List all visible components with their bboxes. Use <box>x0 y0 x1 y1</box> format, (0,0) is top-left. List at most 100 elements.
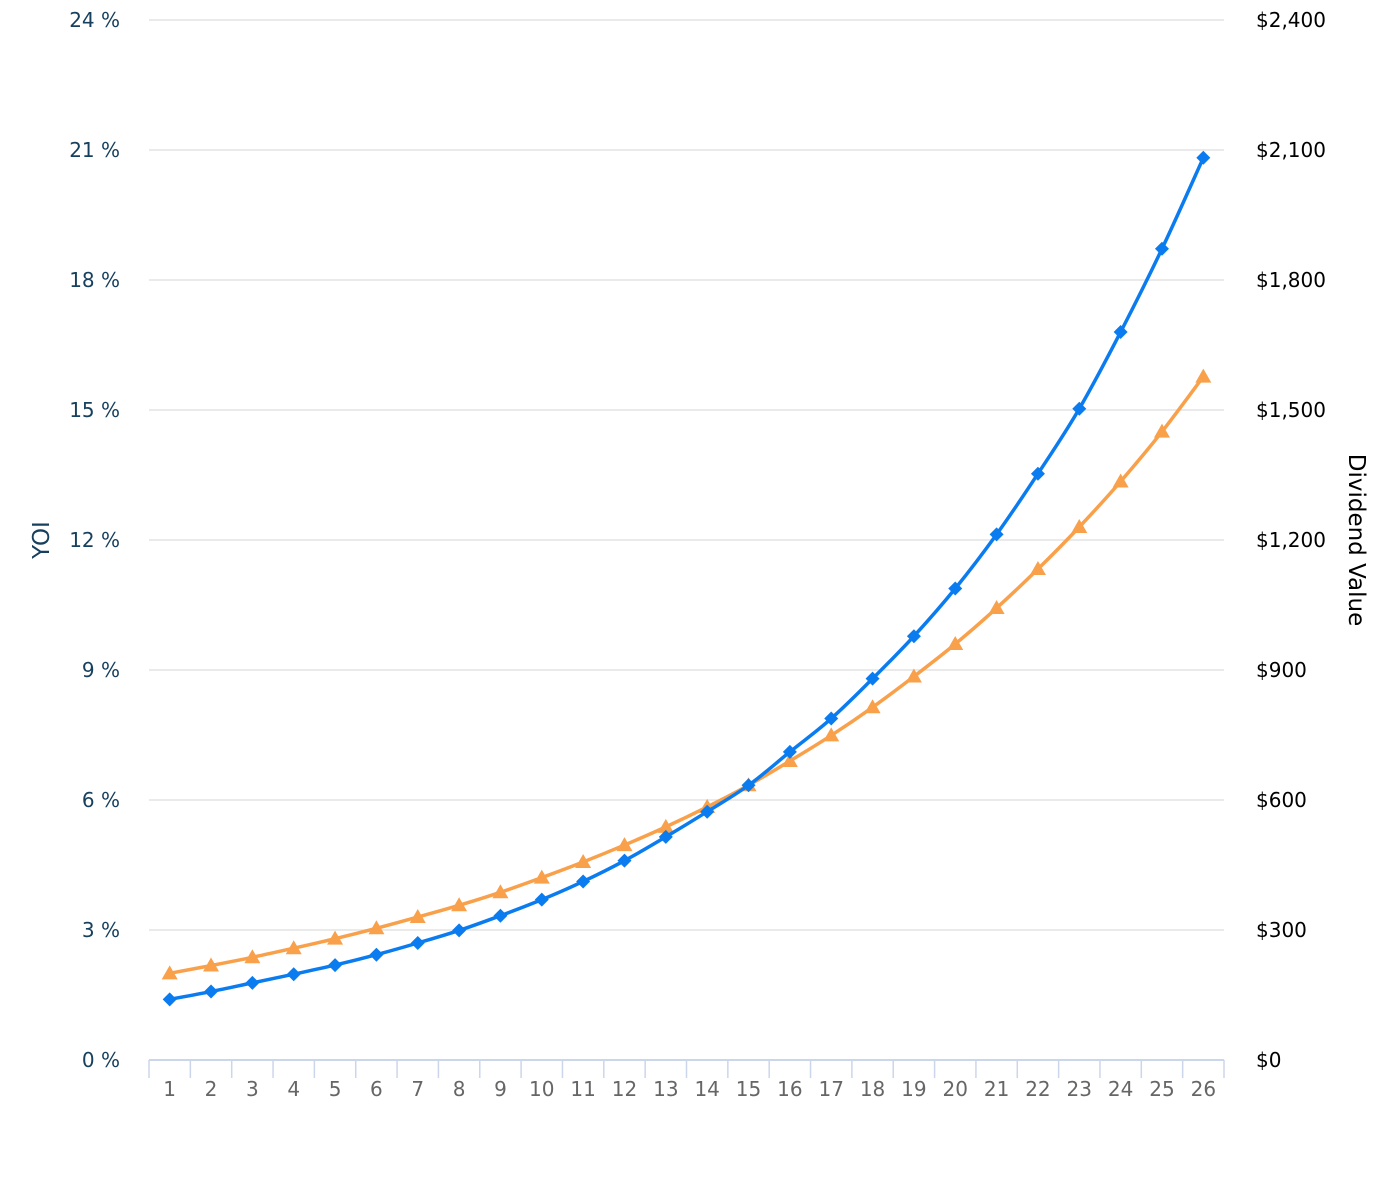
y-left-tick-label: 0 % <box>82 1048 120 1072</box>
y-right-axis-title: Dividend Value <box>1343 454 1369 627</box>
x-tick-label: 2 <box>205 1077 218 1101</box>
x-tick-label: 19 <box>901 1077 926 1101</box>
y-right-tick-label: $0 <box>1256 1048 1281 1072</box>
x-tick-label: 17 <box>818 1077 843 1101</box>
yoi-series-point[interactable] <box>616 837 633 852</box>
dividend-series-point[interactable] <box>1154 241 1169 256</box>
y-left-tick-label: 12 % <box>69 528 120 552</box>
x-tick-label: 9 <box>494 1077 507 1101</box>
x-tick-label: 7 <box>411 1077 424 1101</box>
x-tick-label: 25 <box>1149 1077 1174 1101</box>
x-tick-label: 12 <box>612 1077 637 1101</box>
x-tick-label: 6 <box>370 1077 383 1101</box>
dividend-series-point[interactable] <box>534 892 549 907</box>
dividend-series-point[interactable] <box>865 671 880 686</box>
yoi-series-point[interactable] <box>1029 561 1046 576</box>
dividend-series-point[interactable] <box>824 711 839 726</box>
yoi-series-line <box>167 374 1206 976</box>
dividend-series-point[interactable] <box>658 829 673 844</box>
dividend-series-point[interactable] <box>162 992 177 1007</box>
dividend-series-point[interactable] <box>493 908 508 923</box>
y-right-tick-label: $2,400 <box>1256 8 1326 32</box>
dividend-series-point[interactable] <box>1030 466 1045 481</box>
yoi-series-point[interactable] <box>1112 473 1129 488</box>
yoi-series-point[interactable] <box>1195 368 1212 383</box>
dividend-series-point[interactable] <box>452 923 467 938</box>
yoi-series-point[interactable] <box>161 965 178 980</box>
y-left-tick-label: 21 % <box>69 138 120 162</box>
x-tick-label: 20 <box>943 1077 968 1101</box>
x-tick-label: 21 <box>984 1077 1009 1101</box>
yoi-series-point[interactable] <box>533 869 550 884</box>
dividend-series-point[interactable] <box>617 853 632 868</box>
yoi-series-point[interactable] <box>285 940 302 955</box>
y-left-tick-label: 6 % <box>82 788 120 812</box>
yoi-series-point[interactable] <box>409 909 426 923</box>
yoi-series-point[interactable] <box>1071 519 1088 533</box>
yoi-series-point[interactable] <box>327 930 344 945</box>
x-tick-label: 10 <box>529 1077 554 1101</box>
yoi-series-point[interactable] <box>492 884 509 899</box>
x-tick-label: 18 <box>860 1077 885 1101</box>
dividend-series-point[interactable] <box>576 874 591 889</box>
y-left-tick-label: 24 % <box>69 8 120 32</box>
dividend-series-point[interactable] <box>286 967 301 982</box>
y-left-tick-label: 3 % <box>82 918 120 942</box>
x-tick-label: 1 <box>163 1077 176 1101</box>
dividend-series-point[interactable] <box>1113 325 1128 339</box>
x-tick-label: 24 <box>1108 1077 1133 1101</box>
x-tick-label: 11 <box>570 1077 595 1101</box>
yoi-series-point[interactable] <box>1153 423 1170 438</box>
y-left-axis-title: YOI <box>29 521 55 560</box>
dividend-series-point[interactable] <box>410 936 425 950</box>
y-right-tick-label: $600 <box>1256 788 1307 812</box>
yoi-series-point[interactable] <box>368 920 385 935</box>
x-tick-label: 5 <box>329 1077 342 1101</box>
y-right-tick-label: $1,800 <box>1256 268 1326 292</box>
dividend-series-point[interactable] <box>328 958 343 973</box>
dividend-series-line <box>167 156 1206 1002</box>
dividend-series-point[interactable] <box>369 947 384 962</box>
yoi-series-point[interactable] <box>203 957 220 972</box>
yoi-series-point[interactable] <box>575 853 592 868</box>
x-tick-label: 13 <box>653 1077 678 1101</box>
y-right-tick-label: $1,500 <box>1256 398 1326 422</box>
y-left-tick-label: 18 % <box>69 268 120 292</box>
dividend-series-point[interactable] <box>700 804 715 819</box>
yoi-series-point[interactable] <box>244 949 261 964</box>
dividend-series-point[interactable] <box>906 629 921 644</box>
x-tick-label: 23 <box>1067 1077 1092 1101</box>
axis-layer <box>148 1059 1225 1078</box>
dividend-series-point[interactable] <box>1072 401 1087 416</box>
yoi-series-point[interactable] <box>905 668 922 683</box>
x-tick-label: 14 <box>694 1077 719 1101</box>
grid-layer <box>149 19 1224 931</box>
y-right-tick-label: $300 <box>1256 918 1307 942</box>
y-right-tick-label: $2,100 <box>1256 138 1326 162</box>
dividend-series-point[interactable] <box>948 581 963 596</box>
yoi-series-point[interactable] <box>988 600 1005 615</box>
x-tick-label: 8 <box>453 1077 466 1101</box>
yoi-series-point[interactable] <box>451 897 468 912</box>
dividend-series-point[interactable] <box>989 527 1004 542</box>
x-tick-label: 3 <box>246 1077 259 1101</box>
yoi-series-point[interactable] <box>781 753 798 767</box>
yoi-series-point[interactable] <box>823 727 840 742</box>
dividend-series-point[interactable] <box>741 778 756 793</box>
label-layer: 0 % $0 3 % $300 6 % $600 9 % $900 12 % $1,200 15 %… <box>29 8 1369 1101</box>
x-tick-label: 26 <box>1191 1077 1216 1101</box>
y-right-tick-label: $900 <box>1256 658 1307 682</box>
x-tick-label: 15 <box>736 1077 761 1101</box>
dividend-series-point[interactable] <box>782 744 797 759</box>
yoi-series-point[interactable] <box>864 699 881 714</box>
x-tick-label: 4 <box>287 1077 300 1101</box>
dividend-series-point[interactable] <box>245 975 260 990</box>
yoi-series-point[interactable] <box>947 636 964 650</box>
y-right-tick-label: $1,200 <box>1256 528 1326 552</box>
yoi-series-point[interactable] <box>657 818 674 833</box>
series-layer <box>161 150 1212 1007</box>
dividend-series-point[interactable] <box>1196 150 1211 165</box>
dividend-series-point[interactable] <box>204 984 219 999</box>
